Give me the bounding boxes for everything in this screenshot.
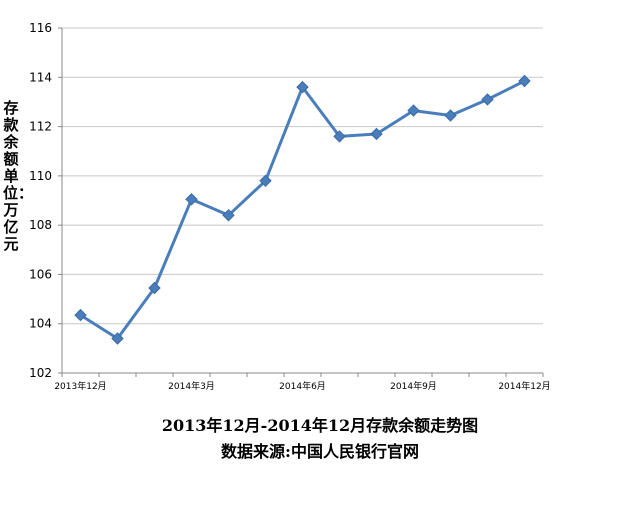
chart-caption-source: 数据来源:中国人民银行官网: [221, 442, 419, 461]
y-tick-label: 112: [29, 120, 52, 134]
x-tick-label: 2014年3月: [168, 380, 215, 392]
y-tick-label: 102: [29, 366, 52, 380]
x-tick-label: 2014年6月: [279, 380, 326, 392]
data-point-marker: [518, 74, 531, 88]
data-point-marker: [444, 109, 457, 122]
y-tick-label: 106: [29, 267, 52, 281]
x-tick-label: 2014年9月: [390, 380, 437, 392]
y-tick-label: 110: [29, 169, 52, 183]
y-axis-label: 存款余额单位：万亿元: [3, 99, 34, 253]
chart-caption-title: 2013年12月-2014年12月存款余额走势图: [161, 416, 479, 435]
data-point-marker: [370, 127, 383, 141]
x-tick-label: 2013年12月: [54, 380, 106, 392]
data-point-marker: [222, 209, 235, 222]
data-point-marker: [185, 193, 198, 206]
y-tick-label: 104: [29, 317, 52, 331]
data-point-marker: [407, 104, 420, 117]
series-line: [79, 79, 526, 340]
data-point-marker: [111, 332, 124, 345]
y-tick-label: 108: [29, 218, 52, 232]
data-point-marker: [74, 308, 87, 322]
data-point-marker: [333, 130, 346, 143]
data-point-marker: [296, 80, 309, 94]
y-tick-label: 116: [29, 21, 52, 35]
data-point-marker: [259, 174, 272, 187]
data-point-marker: [481, 93, 494, 106]
x-tick-label: 2014年12月: [498, 380, 550, 392]
data-point-marker: [148, 281, 161, 295]
y-tick-label: 114: [29, 70, 52, 84]
